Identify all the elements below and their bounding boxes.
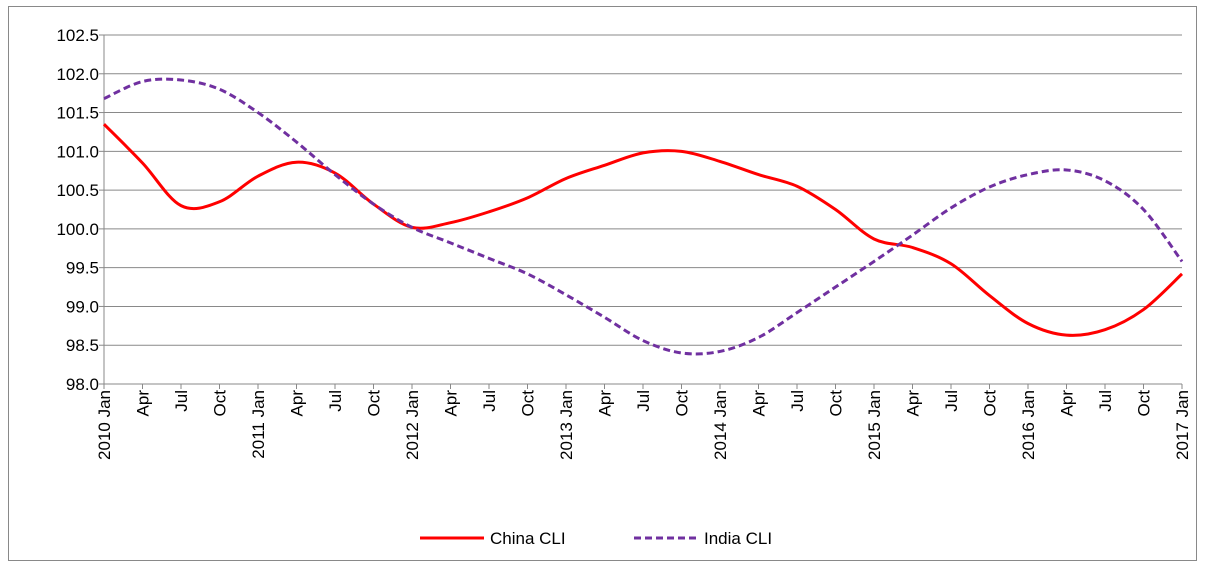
x-tick-label: Oct <box>1135 390 1154 417</box>
y-axis-tick-labels: 98.0 98.5 99.0 99.5 100.0 100.5 101.0 101.5 102.… <box>56 26 99 394</box>
x-tick-label: Jul <box>480 390 499 412</box>
x-tick-label: 2016 Jan <box>1019 390 1038 460</box>
x-tick-label: Jul <box>942 390 961 412</box>
x-axis-tick-labels: 2010 Jan Apr Jul Oct 2011 Jan Apr Jul Oct 2012 J… <box>95 390 1192 460</box>
legend-label-india-cli: India CLI <box>704 529 772 548</box>
x-tick-label: Apr <box>596 390 615 417</box>
x-tick-label: 2012 Jan <box>403 390 422 460</box>
legend-label-china-cli: China CLI <box>490 529 566 548</box>
axes <box>99 34 1183 389</box>
x-tick-label: Apr <box>442 390 461 417</box>
x-tick-label: 2011 Jan <box>249 390 268 459</box>
x-tick-label: Oct <box>981 390 1000 417</box>
x-tick-label: Oct <box>673 390 692 417</box>
gridlines <box>104 34 1182 346</box>
x-tick-label: Oct <box>827 390 846 417</box>
x-tick-label: Jul <box>326 390 345 412</box>
y-tick-label: 99.5 <box>66 259 99 278</box>
x-tick-label: Apr <box>750 390 769 417</box>
x-tick-label: Oct <box>211 390 230 417</box>
x-tick-label: 2015 Jan <box>865 390 884 460</box>
x-tick-label: 2013 Jan <box>557 390 576 460</box>
y-tick-label: 100.5 <box>56 181 99 200</box>
series-lines <box>102 77 1184 356</box>
x-tick-label: Apr <box>134 390 153 417</box>
series-line-india-cli <box>103 77 1184 356</box>
legend: China CLI India CLI <box>420 529 772 548</box>
x-tick-label: Jul <box>634 390 653 412</box>
series-line-china-cli <box>102 123 1184 337</box>
x-tick-label: Jul <box>172 390 191 412</box>
y-tick-label: 102.5 <box>56 26 99 45</box>
y-tick-label: 101.0 <box>56 142 99 161</box>
x-tick-label: Oct <box>365 390 384 417</box>
y-tick-label: 100.0 <box>56 220 99 239</box>
x-tick-label: Oct <box>519 390 538 417</box>
x-tick-label: Apr <box>1058 390 1077 417</box>
y-tick-label: 99.0 <box>66 297 99 316</box>
y-tick-label: 102.0 <box>56 65 99 84</box>
x-tick-label: 2017 Jan <box>1173 390 1192 460</box>
x-tick-label: Apr <box>288 390 307 417</box>
x-tick-label: Jul <box>1096 390 1115 412</box>
y-tick-label: 101.5 <box>56 104 99 123</box>
x-tick-label: Apr <box>904 390 923 417</box>
y-tick-label: 98.5 <box>66 336 99 355</box>
chart-area <box>8 6 1197 561</box>
y-tick-label: 98.0 <box>66 375 99 394</box>
x-tick-label: Jul <box>788 390 807 412</box>
x-tick-label: 2010 Jan <box>95 390 114 460</box>
x-tick-label: 2014 Jan <box>711 390 730 460</box>
